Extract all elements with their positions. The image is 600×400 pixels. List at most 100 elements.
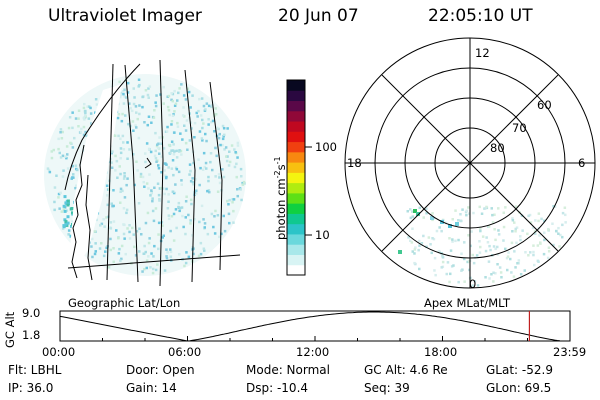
- speckle-pixel: [160, 155, 163, 158]
- speckle-pixel: [475, 254, 479, 257]
- speckle-pixel: [528, 213, 532, 217]
- speckle-pixel: [143, 185, 146, 188]
- speckle-pixel: [91, 237, 94, 241]
- speckle-pixel: [488, 244, 491, 248]
- speckle-pixel: [153, 154, 157, 158]
- speckle-pixel: [484, 249, 488, 253]
- speckle-pixel: [504, 247, 507, 251]
- speckle-pixel: [175, 226, 178, 230]
- speckle-pixel: [133, 96, 136, 99]
- speckle-pixel: [119, 172, 122, 176]
- speckle-pixel: [117, 134, 120, 138]
- colorbar-tick-100: 100: [315, 140, 337, 154]
- speckle-pixel: [110, 166, 114, 169]
- speckle-pixel: [233, 165, 237, 169]
- speckle-pixel: [519, 235, 522, 238]
- speckle-pixel: [449, 272, 452, 276]
- speckle-pixel: [418, 206, 421, 210]
- bright-pixel: [70, 207, 74, 210]
- speckle-pixel: [539, 242, 542, 245]
- speckle-pixel: [496, 245, 499, 249]
- speckle-pixel: [112, 204, 115, 208]
- speckle-pixel: [109, 237, 112, 241]
- speckle-pixel: [213, 215, 216, 218]
- speckle-pixel: [150, 192, 153, 195]
- speckle-pixel: [154, 149, 157, 153]
- speckle-pixel: [512, 275, 516, 278]
- speckle-pixel: [195, 192, 198, 195]
- speckle-pixel: [128, 102, 131, 105]
- speckle-pixel: [202, 247, 206, 250]
- speckle-pixel: [138, 112, 141, 116]
- colorbar-cell: [287, 90, 305, 102]
- speckle-pixel: [235, 175, 238, 179]
- speckle-pixel: [103, 225, 106, 228]
- speckle-pixel: [95, 218, 98, 222]
- speckle-pixel: [467, 206, 470, 209]
- speckle-pixel: [141, 270, 144, 273]
- speckle-pixel: [527, 254, 530, 257]
- speckle-pixel: [139, 172, 143, 176]
- speckle-pixel: [65, 156, 68, 160]
- speckle-pixel: [174, 102, 178, 105]
- speckle-pixel: [129, 106, 132, 110]
- speckle-pixel: [124, 114, 127, 117]
- bright-pixel: [455, 222, 459, 226]
- speckle-pixel: [463, 280, 466, 283]
- speckle-pixel: [540, 217, 543, 221]
- speckle-pixel: [98, 247, 102, 250]
- orbit-ticks: [59, 336, 571, 341]
- speckle-pixel: [161, 224, 164, 227]
- speckle-pixel: [200, 137, 204, 140]
- speckle-pixel: [161, 236, 164, 239]
- speckle-pixel: [417, 248, 420, 252]
- speckle-pixel: [122, 141, 125, 144]
- speckle-pixel: [109, 248, 112, 252]
- speckle-pixel: [478, 205, 481, 209]
- speckle-pixel: [197, 158, 200, 161]
- speckle-pixel: [65, 209, 69, 212]
- speckle-pixel: [132, 102, 136, 106]
- speckle-pixel: [215, 126, 219, 130]
- speckle-pixel: [450, 265, 454, 268]
- bright-pixel: [413, 209, 417, 213]
- speckle-pixel: [228, 198, 231, 202]
- speckle-pixel: [463, 257, 466, 261]
- speckle-pixel: [77, 109, 81, 112]
- speckle-pixel: [94, 250, 97, 253]
- speckle-pixel: [222, 134, 225, 138]
- speckle-pixel: [86, 105, 89, 108]
- speckle-pixel: [513, 221, 516, 224]
- speckle-pixel: [564, 221, 567, 224]
- speckle-pixel: [210, 212, 214, 216]
- speckle-pixel: [180, 206, 184, 209]
- speckle-pixel: [162, 85, 165, 89]
- speckle-pixel: [99, 224, 102, 227]
- speckle-pixel: [147, 255, 150, 258]
- speckle-pixel: [499, 271, 503, 274]
- speckle-pixel: [496, 263, 499, 266]
- speckle-pixel: [182, 94, 186, 97]
- speckle-pixel: [119, 151, 123, 155]
- speckle-pixel: [459, 213, 462, 216]
- speckle-pixel: [70, 177, 73, 180]
- speckle-pixel: [191, 177, 194, 180]
- speckle-pixel: [502, 225, 506, 229]
- speckle-pixel: [438, 226, 441, 229]
- speckle-pixel: [90, 122, 93, 125]
- speckle-pixel: [514, 205, 518, 208]
- speckle-pixel: [222, 175, 226, 179]
- speckle-pixel: [225, 155, 228, 158]
- speckle-pixel: [505, 256, 509, 260]
- speckle-pixel: [457, 219, 460, 222]
- speckle-pixel: [189, 180, 193, 183]
- seq-info: Seq: 39: [364, 381, 410, 395]
- speckle-pixel: [147, 87, 150, 90]
- speckle-pixel: [210, 105, 213, 109]
- speckle-pixel: [532, 250, 535, 254]
- speckle-pixel: [145, 259, 149, 262]
- speckle-pixel: [91, 255, 94, 259]
- speckle-pixel: [440, 229, 443, 233]
- speckle-pixel: [84, 111, 87, 115]
- speckle-pixel: [119, 147, 123, 150]
